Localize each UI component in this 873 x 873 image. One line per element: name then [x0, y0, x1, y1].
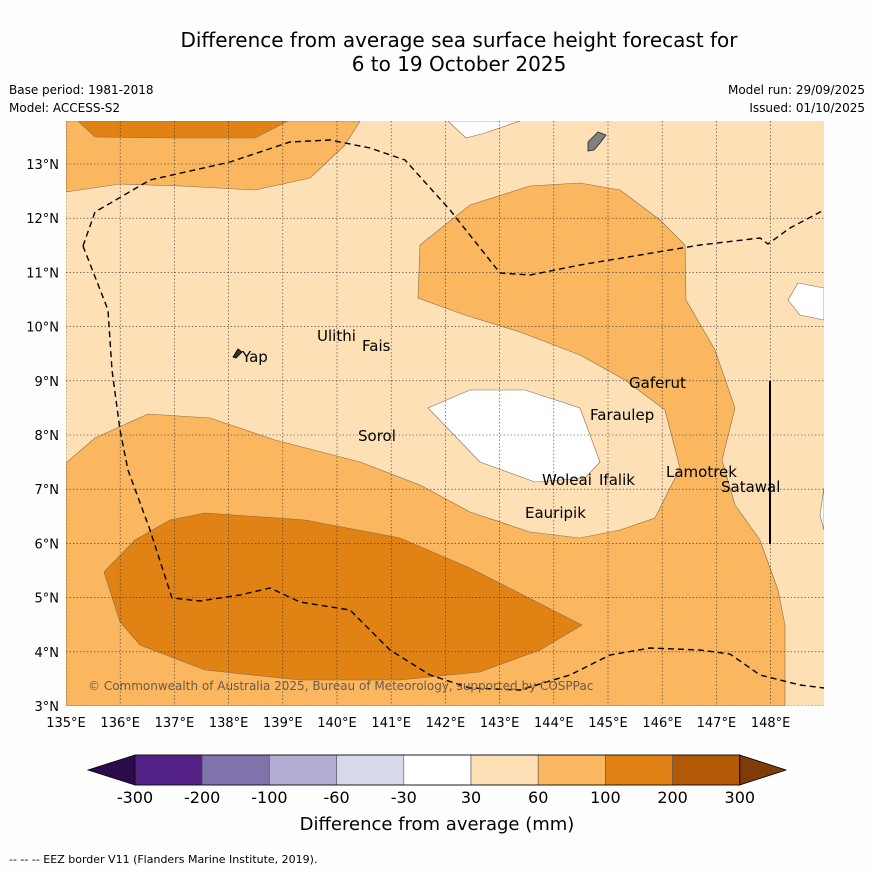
lon-tick-label: 144°E: [534, 716, 574, 731]
gridlines: [66, 121, 824, 706]
field-100-200-south: [103, 512, 583, 681]
lat-tick-label: 13°N: [26, 158, 59, 173]
legend-extend-low: [86, 754, 136, 786]
lon-tick-label: 138°E: [209, 716, 249, 731]
field-100-200-north: [77, 121, 289, 139]
lat-tick-label: 9°N: [35, 375, 60, 390]
lon-tick-label: 145°E: [588, 716, 628, 731]
latitude-tick-labels: 13°N 12°N 11°N 10°N 9°N 8°N 7°N 6°N 5°N 4°N 3°N: [26, 158, 59, 715]
lon-tick-label: 148°E: [751, 716, 791, 731]
place-eauripik: Eauripik: [525, 504, 586, 522]
eez-footnote: -- -- -- EEZ border V11 (Flanders Marine…: [9, 853, 318, 866]
legend-tick-label: -300: [117, 788, 153, 807]
legend-swatch: [134, 754, 203, 786]
lat-tick-label: 3°N: [35, 700, 60, 715]
place-gaferut: Gaferut: [629, 374, 686, 392]
legend-swatch: [470, 754, 539, 786]
field-neutral-north: [447, 121, 521, 139]
yap-island: [232, 348, 243, 359]
place-sorol: Sorol: [358, 427, 396, 445]
place-ulithi: Ulithi: [317, 327, 356, 345]
place-fais: Fais: [362, 337, 391, 355]
place-woleai: Woleai: [542, 471, 592, 489]
title-line-1: Difference from average sea surface heig…: [180, 28, 738, 52]
legend-swatch: [201, 754, 270, 786]
copyright-text: © Commonwealth of Australia 2025, Bureau…: [88, 679, 593, 693]
legend-swatch: [336, 754, 405, 786]
lon-tick-label: 142°E: [426, 716, 466, 731]
legend-tick-label: -100: [251, 788, 287, 807]
model-run: Model run: 29/09/2025: [727, 83, 865, 97]
place-satawal: Satawal: [721, 478, 780, 496]
legend-tick-label: 300: [725, 788, 756, 807]
eez-border-west-2: [82, 245, 824, 691]
base-period: Base period: 1981-2018: [9, 83, 154, 97]
legend-frame: [134, 754, 741, 786]
lat-tick-label: 11°N: [26, 266, 59, 281]
legend-axis-label: Difference from average (mm): [300, 814, 575, 835]
legend-tick-label: 30: [461, 788, 481, 807]
legend-tick-label: -30: [391, 788, 417, 807]
guam-island: [587, 131, 607, 152]
lat-tick-label: 6°N: [35, 537, 60, 552]
field-60-100-north: [66, 121, 361, 193]
map-plot-area: [66, 121, 824, 706]
field-neutral-east-edge: [819, 487, 824, 531]
lat-tick-label: 12°N: [26, 212, 59, 227]
chart-title: Difference from average sea surface heig…: [0, 28, 873, 76]
meta-left: Base period: 1981-2018 Model: ACCESS-S2: [9, 81, 154, 117]
lon-tick-label: 137°E: [155, 716, 195, 731]
lat-tick-label: 5°N: [35, 592, 60, 607]
place-yap: Yap: [241, 348, 268, 366]
place-faraulep: Faraulep: [590, 406, 654, 424]
field-neutral-central: [427, 389, 601, 483]
place-lamotrek: Lamotrek: [666, 463, 737, 481]
meta-right: Model run: 29/09/2025 Issued: 01/10/2025: [728, 81, 865, 117]
legend-colorbar: [86, 754, 788, 786]
lat-tick-label: 7°N: [35, 483, 60, 498]
legend-tick-label: -200: [184, 788, 220, 807]
longitude-tick-labels: 135°E 136°E 137°E 138°E 139°E 140°E 141°E 142°E…: [46, 716, 790, 731]
field-neutral-east: [787, 282, 824, 321]
eez-border-west: [82, 139, 824, 276]
legend-swatch: [672, 754, 741, 786]
legend-tick-label: 200: [657, 788, 688, 807]
lat-tick-label: 10°N: [26, 321, 59, 336]
legend-swatch: [403, 754, 472, 786]
lat-tick-label: 8°N: [35, 429, 60, 444]
legend-swatch: [605, 754, 673, 786]
legend-tick-label: 100: [590, 788, 621, 807]
legend-tick-label: 60: [528, 788, 548, 807]
place-labels: Yap Ulithi Fais Gaferut Faraulep Sorol W…: [241, 327, 780, 522]
lon-tick-label: 136°E: [100, 716, 140, 731]
title-line-2: 6 to 19 October 2025: [351, 52, 567, 76]
place-ifalik: Ifalik: [599, 471, 635, 489]
legend-tick-label: -60: [324, 788, 350, 807]
lat-tick-label: 4°N: [35, 646, 60, 661]
legend-swatch: [537, 754, 606, 786]
lon-tick-label: 139°E: [263, 716, 303, 731]
lon-tick-label: 140°E: [317, 716, 357, 731]
lon-tick-label: 143°E: [480, 716, 520, 731]
legend-swatch: [269, 754, 337, 786]
lon-tick-label: 147°E: [697, 716, 737, 731]
legend-extend-high: [739, 754, 788, 786]
legend-tick-labels: -300 -200 -100 -60 -30 30 60 100 200 300: [117, 788, 755, 807]
lon-tick-label: 141°E: [371, 716, 411, 731]
issued-date: Issued: 01/10/2025: [749, 101, 865, 115]
lon-tick-label: 135°E: [46, 716, 86, 731]
model-name: Model: ACCESS-S2: [9, 101, 121, 115]
lon-tick-label: 146°E: [642, 716, 682, 731]
